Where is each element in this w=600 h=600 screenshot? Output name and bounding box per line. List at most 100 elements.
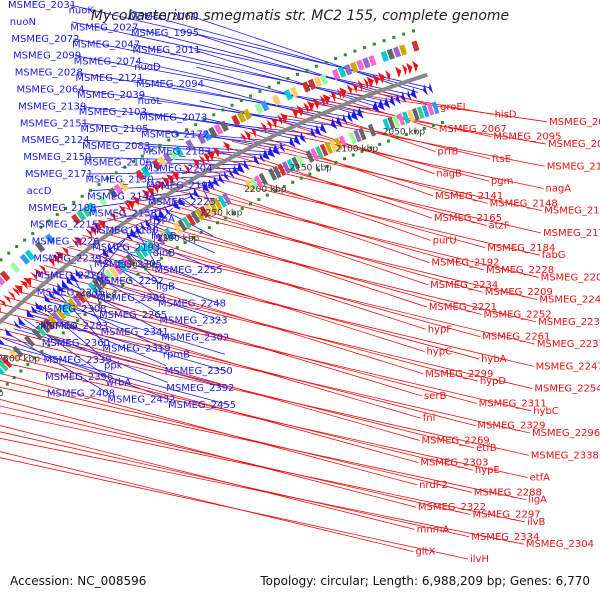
feature-block: [244, 180, 255, 193]
forward-gene-arrow: [102, 247, 110, 258]
gc-dot: [267, 85, 271, 89]
gc-dot: [404, 133, 408, 137]
forward-gene-arrow: [320, 122, 327, 134]
feature-block: [116, 259, 128, 273]
gene-label-left: MSMEG_2215: [30, 220, 98, 231]
gc-dot: [40, 350, 44, 354]
feature-block: [0, 360, 9, 372]
connector-line: [0, 399, 416, 508]
gene-label-right: MSMEG_2334: [471, 532, 539, 543]
gene-label-left: MSMEG_2455: [168, 400, 236, 411]
gene-label-right: gltX: [415, 547, 435, 558]
forward-gene-arrow: [164, 205, 172, 216]
gene-label-right: groEL: [440, 102, 469, 113]
reverse-gene-arrow: [30, 271, 38, 282]
gene-label-left: MSMEG_2151: [20, 118, 88, 129]
feature-block: [100, 272, 111, 285]
gene-label-left: rpmB: [163, 349, 190, 360]
forward-gene-arrow: [223, 170, 230, 182]
gc-dot: [113, 289, 117, 293]
feature-block: [208, 126, 218, 138]
gc-dot: [221, 108, 225, 112]
reverse-gene-arrow: [38, 264, 47, 275]
gc-dot: [363, 46, 367, 50]
gc-dot: [440, 121, 444, 125]
feature-block: [338, 135, 348, 149]
connector-line: [205, 155, 542, 234]
reverse-gene-arrow: [73, 237, 82, 247]
feature-block: [313, 76, 323, 88]
forward-gene-arrow: [0, 339, 5, 345]
forward-gene-arrow: [57, 283, 65, 293]
gene-label-left: MSMEG_2239: [33, 254, 101, 265]
feature-block: [172, 222, 183, 235]
gene-label-right: fni: [423, 413, 436, 424]
gc-dot: [31, 232, 35, 236]
forward-gene-arrow: [384, 97, 391, 109]
forward-gene-arrow: [145, 218, 152, 229]
gc-dot: [203, 118, 207, 122]
gc-dot: [63, 206, 67, 210]
gene-label-left: MSMEG_2265: [99, 310, 167, 321]
connector-line: [0, 336, 529, 456]
gene-label-right: ilvB: [527, 517, 545, 528]
gc-dot: [68, 325, 72, 329]
feature-block: [272, 94, 282, 106]
forward-gene-arrow: [407, 89, 412, 101]
connector-line: [106, 217, 537, 323]
gene-label-right: hybC: [533, 406, 559, 417]
feature-block: [258, 172, 268, 186]
gc-dot: [128, 278, 132, 282]
gene-label-left: MSMEG_2105: [80, 124, 148, 135]
reverse-gene-arrow: [192, 158, 200, 170]
feature-block: [138, 244, 149, 258]
reverse-gene-arrow: [250, 127, 256, 139]
connector-line: [0, 457, 469, 560]
gc-dot: [258, 90, 262, 94]
reverse-gene-arrow: [183, 163, 190, 175]
feature-block: [70, 213, 82, 225]
connector-line: [0, 437, 524, 545]
gc-dot: [39, 225, 43, 229]
feature-block: [174, 145, 184, 158]
forward-gene-arrow: [410, 87, 418, 100]
feature-block: [96, 275, 107, 288]
gc-dot: [105, 295, 109, 299]
connector-line: [28, 277, 423, 397]
gene-label-left: MSMEG_2047: [72, 39, 140, 50]
reverse-gene-arrow: [240, 132, 246, 144]
forward-gene-arrow: [189, 190, 196, 202]
connector-line: [201, 117, 299, 141]
gene-label-right: atzF: [488, 221, 509, 232]
feature-block: [1, 356, 13, 369]
gc-dot: [7, 251, 11, 255]
reverse-gene-arrow: [55, 251, 64, 262]
forward-gene-arrow: [254, 154, 260, 166]
connector-line: [155, 185, 539, 278]
genome-summary-text: Topology: circular; Length: 6,988,209 bp…: [260, 574, 590, 588]
reverse-gene-arrow: [351, 82, 358, 94]
gene-label-right: MSMEG_2234: [430, 280, 498, 291]
connector-line: [21, 283, 477, 404]
gene-label-left: ligB: [156, 282, 175, 293]
kbp-tick-label: 2050 kbp: [383, 127, 426, 137]
reverse-gene-arrow: [47, 257, 55, 268]
gc-dot: [431, 123, 435, 127]
reverse-gene-arrow: [0, 305, 1, 314]
reverse-gene-arrow: [23, 277, 32, 287]
gc-dot: [183, 241, 187, 245]
feature-block: [315, 145, 324, 159]
genome-rings: [0, 29, 444, 393]
gc-dot: [308, 172, 312, 176]
forward-gene-arrow: [300, 131, 306, 143]
gene-label-right: MSMEG_2297: [472, 510, 540, 521]
gc-dot: [191, 236, 195, 240]
forward-gene-arrow: [356, 107, 364, 119]
gc-dot: [249, 94, 253, 98]
gc-dot: [15, 245, 19, 249]
connector-line: [257, 127, 544, 189]
reverse-gene-arrow: [266, 119, 272, 131]
forward-gene-arrow: [429, 82, 434, 94]
feature-block: [181, 216, 192, 229]
gene-label-right: MSMEG_2252: [484, 309, 552, 320]
